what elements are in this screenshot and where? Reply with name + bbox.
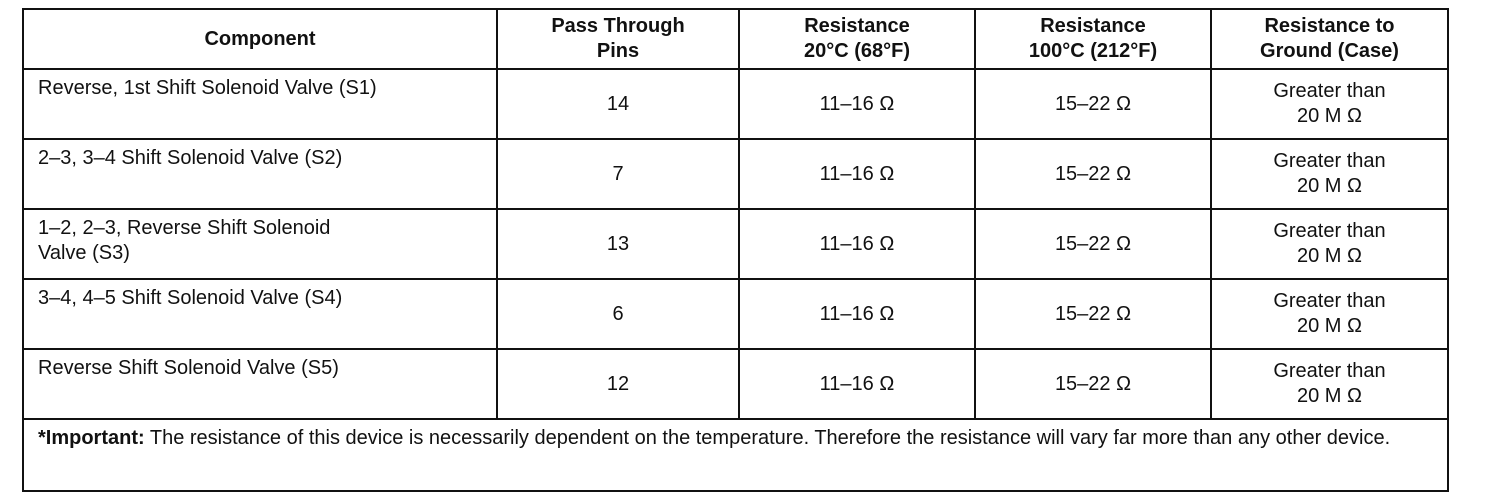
table-cell: 15–22 Ω <box>974 348 1212 420</box>
table-cell: Greater than 20 M Ω <box>1210 138 1449 210</box>
table-cell: 2–3, 3–4 Shift Solenoid Valve (S2) <box>22 138 498 210</box>
table-body: Reverse, 1st Shift Solenoid Valve (S1) 14… <box>22 68 1449 492</box>
table-row: Reverse, 1st Shift Solenoid Valve (S1) 14… <box>22 68 1449 140</box>
cell-line: 20 M Ω <box>1297 385 1362 407</box>
cell-line: 15–22 Ω <box>1054 372 1132 395</box>
table-cell: Greater than 20 M Ω <box>1210 68 1449 140</box>
cell-line: 1–2, 2–3, Reverse Shift Solenoid <box>38 217 331 239</box>
cell-line: 20 M Ω <box>1297 245 1362 267</box>
cell-line: Greater than <box>1273 220 1386 242</box>
cell-line: 15–22 Ω <box>1054 162 1132 185</box>
table-cell: 11–16 Ω <box>738 68 976 140</box>
cell-line: Component <box>204 27 316 50</box>
cell-line: 14 <box>606 92 630 115</box>
table-row: 2–3, 3–4 Shift Solenoid Valve (S2) 7 11–16… <box>22 138 1449 210</box>
header-cell: Resistance 100°C (212°F) <box>974 8 1212 70</box>
cell-line: 11–16 Ω <box>819 302 895 325</box>
cell-line: Reverse, 1st Shift Solenoid Valve (S1) <box>38 77 377 99</box>
header-cell: Resistance to Ground (Case) <box>1210 8 1449 70</box>
cell-line: Greater than <box>1273 150 1386 172</box>
header-row: Component Pass Through Pins Resistance 20°C … <box>22 8 1449 70</box>
cell-line: Greater than <box>1273 360 1386 382</box>
cell-line: 15–22 Ω <box>1054 92 1132 115</box>
cell-line: 13 <box>606 232 630 255</box>
table-row: 1–2, 2–3, Reverse Shift Solenoid Valve (S… <box>22 208 1449 280</box>
cell-line: 20 M Ω <box>1297 315 1362 337</box>
cell-line: 11–16 Ω <box>819 162 895 185</box>
table-cell: 3–4, 4–5 Shift Solenoid Valve (S4) <box>22 278 498 350</box>
cell-line: Resistance to <box>1264 15 1395 37</box>
table-cell: 15–22 Ω <box>974 278 1212 350</box>
cell-line: Resistance <box>804 15 910 37</box>
table-cell: Greater than 20 M Ω <box>1210 208 1449 280</box>
resistance-table: Component Pass Through Pins Resistance 20°C … <box>22 8 1449 492</box>
cell-line: 12 <box>606 372 630 395</box>
table-cell: 15–22 Ω <box>974 138 1212 210</box>
cell-line: Greater than <box>1273 290 1386 312</box>
table-cell: Reverse Shift Solenoid Valve (S5) <box>22 348 498 420</box>
table-cell: 12 <box>496 348 740 420</box>
cell-line: 2–3, 3–4 Shift Solenoid Valve (S2) <box>38 147 343 169</box>
cell-line: 20°C (68°F) <box>803 40 911 62</box>
cell-line: Greater than <box>1273 80 1386 102</box>
table-cell: 11–16 Ω <box>738 348 976 420</box>
table-cell: 14 <box>496 68 740 140</box>
header-cell: Component <box>22 8 498 70</box>
note-text: The resistance of this device is necessa… <box>149 427 1391 449</box>
table-cell: 11–16 Ω <box>738 278 976 350</box>
cell-line: 3–4, 4–5 Shift Solenoid Valve (S4) <box>38 287 343 309</box>
table-cell: Greater than 20 M Ω <box>1210 348 1449 420</box>
table-cell: 7 <box>496 138 740 210</box>
table-cell: 11–16 Ω <box>738 208 976 280</box>
cell-line: 11–16 Ω <box>819 232 895 255</box>
cell-line: Reverse Shift Solenoid Valve (S5) <box>38 357 339 379</box>
header-cell: Resistance 20°C (68°F) <box>738 8 976 70</box>
cell-line: 100°C (212°F) <box>1028 40 1158 62</box>
table-cell: 11–16 Ω <box>738 138 976 210</box>
cell-line: Valve (S3) <box>38 242 130 264</box>
cell-line: 7 <box>612 162 624 185</box>
cell-line: 6 <box>612 302 624 325</box>
page: Component Pass Through Pins Resistance 20°C … <box>22 8 1449 492</box>
cell-line: 15–22 Ω <box>1054 232 1132 255</box>
table-row: 3–4, 4–5 Shift Solenoid Valve (S4) 6 11–16… <box>22 278 1449 350</box>
table-cell: Reverse, 1st Shift Solenoid Valve (S1) <box>22 68 498 140</box>
cell-line: Ground (Case) <box>1260 40 1399 62</box>
cell-line: Resistance <box>1040 15 1146 37</box>
cell-line: 15–22 Ω <box>1054 302 1132 325</box>
table-cell: 6 <box>496 278 740 350</box>
table-cell: 15–22 Ω <box>974 208 1212 280</box>
cell-line: Pass Through <box>551 15 685 37</box>
note-label: *Important: <box>38 427 145 449</box>
note-row: *Important: The resistance of this devic… <box>22 418 1449 492</box>
cell-line: Pins <box>596 40 640 62</box>
table-cell: Greater than 20 M Ω <box>1210 278 1449 350</box>
note-cell: *Important: The resistance of this devic… <box>22 418 1449 492</box>
header-cell: Pass Through Pins <box>496 8 740 70</box>
table-row: Reverse Shift Solenoid Valve (S5) 12 11–16… <box>22 348 1449 420</box>
cell-line: 11–16 Ω <box>819 372 895 395</box>
table-cell: 1–2, 2–3, Reverse Shift Solenoid Valve (S… <box>22 208 498 280</box>
cell-line: 20 M Ω <box>1297 105 1362 127</box>
table-cell: 15–22 Ω <box>974 68 1212 140</box>
cell-line: 20 M Ω <box>1297 175 1362 197</box>
cell-line: 11–16 Ω <box>819 92 895 115</box>
table-cell: 13 <box>496 208 740 280</box>
